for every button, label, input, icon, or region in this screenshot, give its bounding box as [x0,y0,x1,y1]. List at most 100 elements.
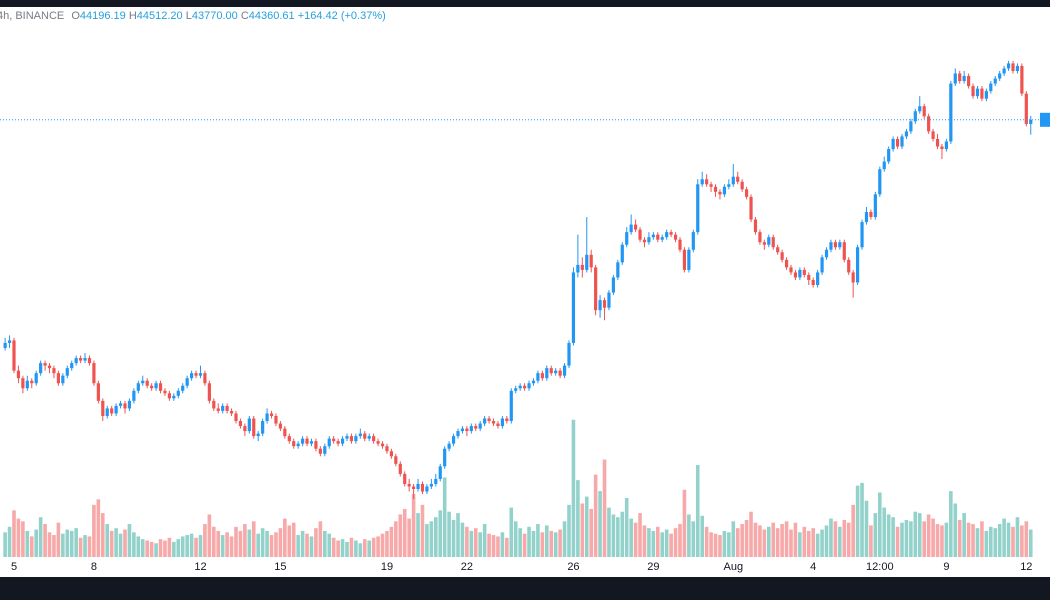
volume-bar [522,533,527,557]
open-value: 44196.19 [80,10,126,22]
volume-bar [642,525,647,557]
volume-bar [536,524,540,557]
candle-body [691,232,695,250]
candle-body [576,264,580,273]
candle-body [181,385,185,391]
candle-body [190,373,194,379]
candle-body [394,456,398,464]
candle-body [789,267,793,273]
candle-body [16,370,21,379]
volume-bar [904,519,909,557]
volume-bar [833,521,838,557]
candle-body [225,405,229,411]
candle-body [887,149,891,162]
volume-bar [25,530,30,557]
volume-bar [553,532,558,557]
x-tick-label: Aug [723,561,743,573]
candle-body [194,373,198,376]
candle-body [474,426,478,429]
volume-bar [163,540,167,557]
candle-body [531,380,536,384]
volume-bar [984,530,989,557]
x-tick-label: 12 [194,561,206,573]
candle-body [594,267,598,311]
candle-body [562,365,567,376]
candle-body [429,483,433,487]
candle-body [176,390,180,396]
volume-bar [682,489,687,557]
volume-bar [243,524,247,557]
candle-body [740,181,744,190]
candle-body [305,438,309,444]
volume-bar [647,528,651,557]
candle-body [292,441,296,447]
candle-body [323,446,327,454]
candle-body [145,380,149,386]
candle-body [949,83,953,142]
volume-bar [371,537,376,557]
candle-body [234,413,238,422]
candle-body [700,179,704,185]
candle-body [554,370,558,374]
volume-bar [225,532,229,557]
volume-bar [487,533,491,557]
volume-bar [895,526,900,557]
candle-body [864,211,869,223]
candle-body [598,300,602,311]
volume-bar [793,522,798,557]
candle-body [491,421,496,424]
volume-bar [864,500,869,557]
volume-bar [362,539,367,557]
volume-bar [407,518,411,557]
x-tick-label: 15 [274,561,286,573]
time-axis: 5 8 12 15 19 22 26 29 Aug 4 12:00 9 12 [11,561,1033,573]
candle-body [101,400,105,416]
bottom-bar [0,577,1050,600]
candle-body [509,390,513,422]
candle-body [252,418,256,437]
candle-body [96,383,100,401]
candle-body [420,483,425,492]
candle-body [25,380,29,389]
candle-body [372,436,376,442]
candle-body [745,189,749,197]
x-tick-label: 22 [461,561,473,573]
volume-bar [584,496,589,557]
candle-body [682,249,687,270]
volume-bar [74,528,78,557]
candle-body [212,400,216,409]
volume-bar [3,532,7,557]
volume-bar [740,524,744,557]
high-value: 44512.20 [137,10,183,22]
candle-body [629,224,633,233]
candle-body [505,418,509,422]
chart-header: 4h, BINANCE O44196.19 H44512.20 L43770.0… [0,10,386,22]
candle-body [332,438,336,442]
volume-bar [69,530,74,557]
candle-body [616,262,620,278]
candle-body [7,340,12,343]
volume-bar [735,528,740,557]
volume-bar [229,536,234,557]
volume-bar [997,524,1002,557]
candle-body [1020,65,1024,94]
candle-body [87,358,92,364]
candle-body [793,272,798,278]
volume-bar [442,477,447,557]
candle-body [860,222,864,248]
volume-bar [265,530,269,557]
candle-body [758,232,762,243]
candle-body [784,259,789,268]
candle-body [931,131,935,139]
candle-body [856,247,860,283]
candle-body [318,448,322,454]
candle-body [309,441,314,444]
candle-body [327,438,331,447]
candle-body [154,383,158,389]
volume-bar [518,528,522,557]
candle-body [713,186,718,192]
candle-body [611,277,615,293]
candle-body [900,136,904,147]
volume-bar [291,522,296,557]
volume-bar [882,507,887,557]
